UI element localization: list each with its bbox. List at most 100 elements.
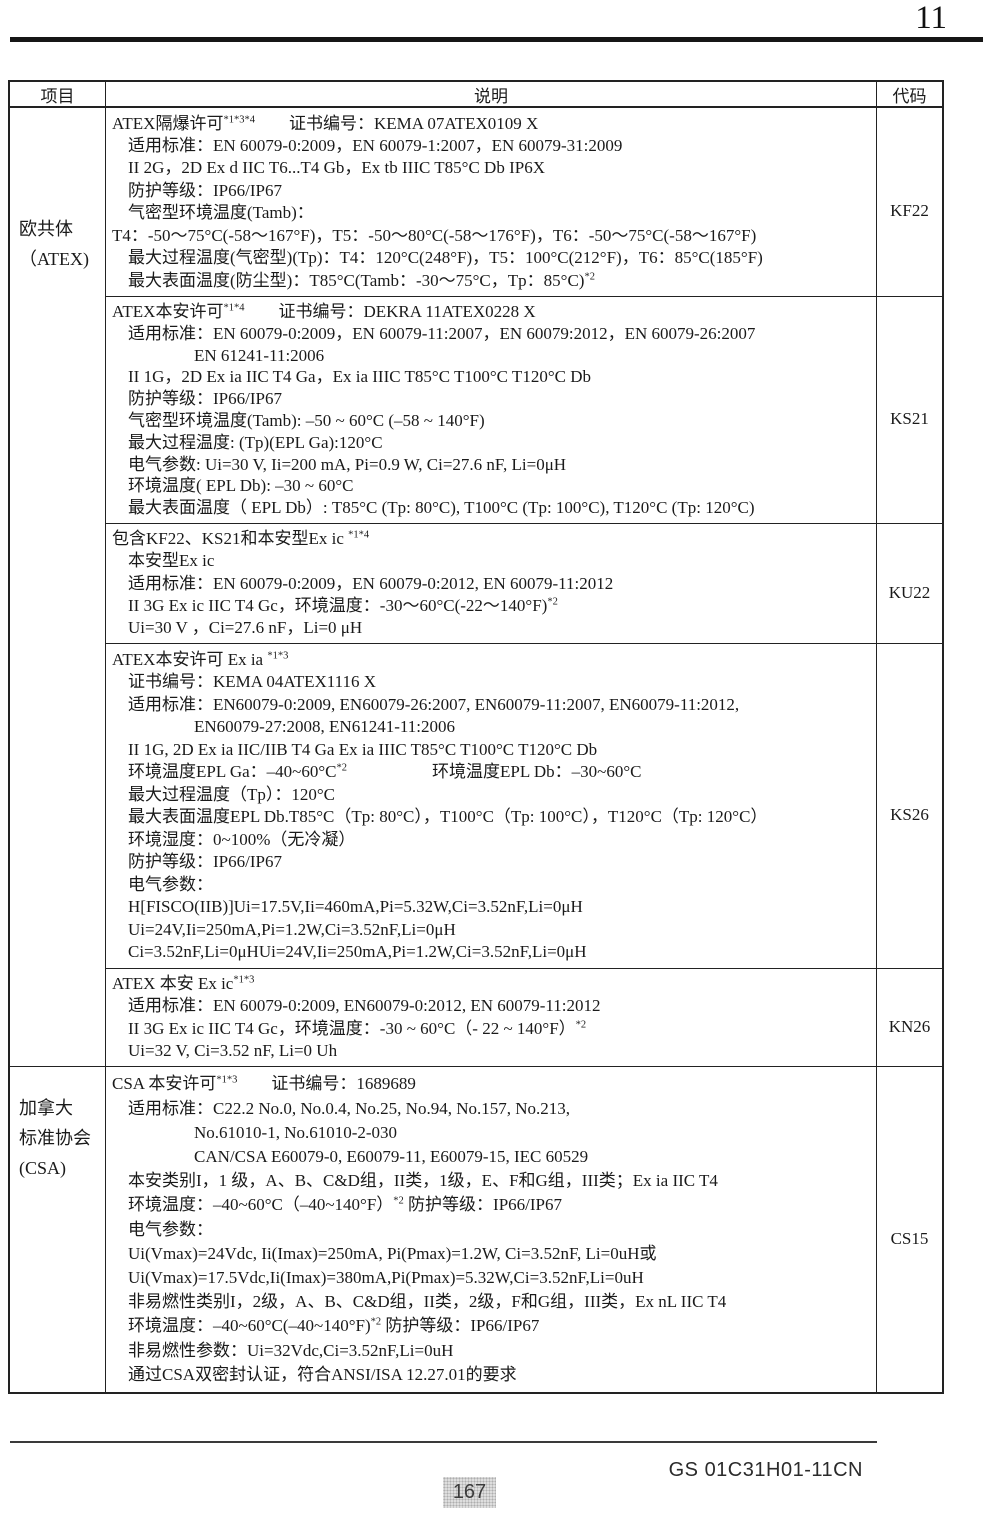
spec-text-line: 最大过程温度（Tp）：120°C bbox=[128, 784, 336, 804]
spec-text-line: H[FISCO(IIB)]Ui=17.5V,Ii=460mA,Pi=5.32W,… bbox=[128, 897, 583, 917]
spec-text-line: 防护等级：IP66/IP67 bbox=[128, 389, 282, 409]
spec-text-line: II 3G Ex ic IIC T4 Gc，环境温度：-30～60°C(-22～… bbox=[128, 595, 558, 615]
spec-text-line: 适用标准：EN 60079-0:2009，EN 60079-1:2007，EN … bbox=[128, 136, 623, 155]
page-number: 11 bbox=[915, 0, 947, 36]
code-cell: KS21 bbox=[876, 297, 942, 523]
spec-text-line: No.61010-1, No.61010-2-030 bbox=[194, 1122, 398, 1142]
spec-text-line: EN 61241-11:2006 bbox=[194, 345, 325, 365]
certification-spec-table: 项目 说明 代码 欧共体 （ATEX) ATEX隔爆许可*1*3*4 证书编号：KE… bbox=[8, 80, 944, 1394]
spec-text-line: ATEX本安许可*1*4 证书编号：DEKRA 11ATEX0228 X bbox=[112, 301, 536, 321]
spec-text-line: 最大过程温度(气密型)(Tp)：T4：120°C(248°F)，T5：100°C… bbox=[128, 248, 763, 268]
spec-text-line: 电气参数： bbox=[128, 1219, 213, 1239]
spec-text-line: 气密型环境温度(Tamb)： bbox=[128, 203, 314, 223]
description-cell: ATEX 本安 Ex ic*1*3 适用标准：EN 60079-0:2009, E… bbox=[106, 969, 876, 1066]
spec-text-line: 电气参数: Ui=30 V, Ii=200 mA, Pi=0.9 W, Ci=2… bbox=[128, 454, 567, 474]
spec-text-line: 环境温度EPL Ga：–40~60°C*2 环境温度EPL Db：–30~60°… bbox=[128, 762, 642, 782]
spec-text-line: 最大表面温度(防尘型)：T85°C(Tamb：-30～75°C，Tp：85°C)… bbox=[128, 270, 595, 290]
spec-text-line: 适用标准：EN 60079-0:2009，EN 60079-11:2007，EN… bbox=[128, 323, 756, 343]
footer-page-number: 167 bbox=[443, 1477, 496, 1508]
footnote-marker: *1*3 bbox=[233, 974, 255, 986]
footnote-marker: *2 bbox=[336, 762, 348, 774]
spec-text-line: Ui(Vmax)=24Vdc, Ii(Imax)=250mA, Pi(Pmax)… bbox=[128, 1243, 657, 1263]
table-group: 欧共体 （ATEX) ATEX隔爆许可*1*3*4 证书编号：KEMA 07ATEX… bbox=[10, 108, 942, 1067]
spec-text-line: 包含KF22、KS21和本安型Ex ic *1*4 bbox=[112, 529, 370, 549]
footnote-marker: *1*3 bbox=[267, 650, 289, 662]
table-row: ATEX本安许可*1*4 证书编号：DEKRA 11ATEX0228 X 适用标准… bbox=[106, 297, 942, 524]
column-header-item: 项目 bbox=[10, 82, 106, 106]
spec-text-line: II 1G, 2D Ex ia IIC/IIB T4 Ga Ex ia IIIC… bbox=[128, 739, 598, 759]
spec-text-line: ATEX本安许可 Ex ia *1*3 bbox=[112, 649, 289, 669]
spec-text-line: 适用标准：EN 60079-0:2009，EN 60079-0:2012, EN… bbox=[128, 573, 614, 593]
spec-text-line: 环境温度：–40~60°C（–40~140°F）*2 防护等级：IP66/IP6… bbox=[128, 1195, 563, 1215]
table-row: ATEX本安许可 Ex ia *1*3 证书编号：KEMA 04ATEX1116 … bbox=[106, 644, 942, 969]
group-rows: ATEX隔爆许可*1*3*4 证书编号：KEMA 07ATEX0109 X 适用标… bbox=[106, 108, 942, 1066]
column-header-description: 说明 bbox=[474, 86, 508, 106]
spec-text-line: 防护等级：IP66/IP67 bbox=[128, 852, 282, 872]
spec-text-line: 适用标准：EN 60079-0:2009, EN60079-0:2012, EN… bbox=[128, 996, 601, 1016]
spec-text-line: 适用标准：C22.2 No.0, No.0.4, No.25, No.94, N… bbox=[128, 1098, 570, 1118]
spec-text-line: II 3G Ex ic IIC T4 Gc，环境温度：-30 ~ 60°C（- … bbox=[128, 1018, 587, 1038]
spec-text-line: EN60079-27:2008, EN61241-11:2006 bbox=[194, 717, 455, 737]
description-cell: ATEX隔爆许可*1*3*4 证书编号：KEMA 07ATEX0109 X 适用标… bbox=[106, 108, 876, 296]
footnote-marker: *2 bbox=[584, 270, 595, 282]
header-rule bbox=[10, 37, 983, 42]
footnote-marker: *2 bbox=[547, 596, 558, 608]
spec-text-line: 非易燃性类别I，2级，A、B、C&D组，II类，2级，F和G组，III类，Ex … bbox=[128, 1292, 727, 1312]
footnote-marker: *1*4 bbox=[348, 529, 370, 541]
spec-text-line: II 1G，2D Ex ia IIC T4 Ga，Ex ia IIIC T85°… bbox=[128, 367, 591, 387]
column-header-code: 代码 bbox=[876, 82, 942, 106]
table-group: 加拿大标准协会 (CSA) CSA 本安许可*1*3 证书编号：1689689 适用标… bbox=[10, 1067, 942, 1392]
code-cell: KS26 bbox=[876, 644, 942, 968]
code-cell: KF22 bbox=[876, 108, 942, 296]
item-label-line: (CSA) bbox=[19, 1158, 67, 1178]
code-cell: KU22 bbox=[876, 524, 942, 643]
description-cell: ATEX本安许可*1*4 证书编号：DEKRA 11ATEX0228 X 适用标准… bbox=[106, 297, 876, 523]
spec-text-line: 环境湿度：0~100%（无冷凝） bbox=[128, 829, 356, 849]
spec-text-line: CAN/CSA E60079-0, E60079-11, E60079-15, … bbox=[194, 1146, 589, 1166]
description-cell: CSA 本安许可*1*3 证书编号：1689689 适用标准：C22.2 No.0… bbox=[106, 1067, 876, 1392]
spec-text-line: Ui=24V,Ii=250mA,Pi=1.2W,Ci=3.52nF,Li=0μH bbox=[128, 919, 456, 939]
spec-text-line: 最大表面温度EPL Db.T85°C（Tp: 80°C），T100°C（Tp: … bbox=[128, 807, 768, 827]
footnote-marker: *2 bbox=[370, 1316, 382, 1328]
footnote-marker: *1*4 bbox=[223, 302, 245, 314]
spec-text-line: Ui(Vmax)=17.5Vdc,Ii(Imax)=380mA,Pi(Pmax)… bbox=[128, 1267, 644, 1287]
table-row: ATEX 本安 Ex ic*1*3 适用标准：EN 60079-0:2009, E… bbox=[106, 969, 942, 1066]
spec-text-line: 电气参数： bbox=[128, 874, 213, 894]
spec-text-line: Ci=3.52nF,Li=0μHUi=24V,Ii=250mA,Pi=1.2W,… bbox=[128, 942, 587, 962]
spec-text-line: 环境温度( EPL Db): –30 ~ 60°C bbox=[128, 476, 354, 496]
spec-text-line: 本安型Ex ic bbox=[128, 551, 215, 571]
table-row: ATEX隔爆许可*1*3*4 证书编号：KEMA 07ATEX0109 X 适用标… bbox=[106, 108, 942, 297]
item-label-line: （ATEX) bbox=[19, 249, 89, 269]
item-label-line: 标准协会 bbox=[19, 1128, 91, 1148]
item-cell: 加拿大标准协会 (CSA) bbox=[10, 1067, 106, 1392]
spec-text-line: 通过CSA双密封认证，符合ANSI/ISA 12.27.01的要求 bbox=[128, 1364, 517, 1384]
code-cell: KN26 bbox=[876, 969, 942, 1066]
item-cell: 欧共体 （ATEX) bbox=[10, 108, 106, 1066]
spec-text-line: Ui=32 V, Ci=3.52 nF, Li=0 Uh bbox=[128, 1040, 338, 1060]
spec-text-line: 非易燃性参数：Ui=32Vdc,Ci=3.52nF,Li=0uH bbox=[128, 1340, 454, 1360]
code-cell: CS15 bbox=[876, 1067, 942, 1392]
table-body: 欧共体 （ATEX) ATEX隔爆许可*1*3*4 证书编号：KEMA 07ATEX… bbox=[10, 108, 942, 1392]
spec-text-line: 证书编号：KEMA 04ATEX1116 X bbox=[128, 672, 377, 692]
footnote-marker: *1*3 bbox=[216, 1074, 238, 1086]
footnote-marker: *2 bbox=[575, 1018, 587, 1030]
spec-text-line: 环境温度：–40~60°C(–40~140°F)*2 防护等级：IP66/IP6… bbox=[128, 1316, 540, 1336]
table-row: CSA 本安许可*1*3 证书编号：1689689 适用标准：C22.2 No.0… bbox=[106, 1067, 942, 1392]
item-label-line: 加拿大 bbox=[19, 1098, 73, 1118]
spec-text-line: T4：-50～75°C(-58～167°F)，T5：-50～80°C(-58～1… bbox=[112, 225, 757, 245]
spec-text-line: 本安类别I，1 级，A、B、C&D组，II类，1级，E、F和G组，III类；Ex… bbox=[128, 1171, 718, 1191]
spec-text-line: 气密型环境温度(Tamb): –50 ~ 60°C (–58 ~ 140°F) bbox=[128, 410, 485, 430]
spec-text-line: ATEX隔爆许可*1*3*4 证书编号：KEMA 07ATEX0109 X bbox=[112, 113, 539, 133]
table-header-row: 项目 说明 代码 bbox=[10, 82, 942, 108]
spec-text-line: II 2G，2D Ex d IIC T6...T4 Gb，Ex tb IIIC … bbox=[128, 158, 545, 178]
spec-text-line: CSA 本安许可*1*3 证书编号：1689689 bbox=[112, 1074, 416, 1094]
document-number: GS 01C31H01-11CN bbox=[668, 1459, 863, 1481]
group-rows: CSA 本安许可*1*3 证书编号：1689689 适用标准：C22.2 No.0… bbox=[106, 1067, 942, 1392]
spec-text-line: 适用标准：EN60079-0:2009, EN60079-26:2007, EN… bbox=[128, 694, 740, 714]
footnote-marker: *1*3*4 bbox=[223, 113, 255, 125]
item-label-line: 欧共体 bbox=[19, 219, 73, 239]
spec-text-line: 防护等级：IP66/IP67 bbox=[128, 180, 282, 200]
description-cell: ATEX本安许可 Ex ia *1*3 证书编号：KEMA 04ATEX1116 … bbox=[106, 644, 876, 968]
spec-text-line: 最大过程温度: (Tp)(EPL Ga):120°C bbox=[128, 432, 383, 452]
spec-text-line: ATEX 本安 Ex ic*1*3 bbox=[112, 974, 255, 994]
